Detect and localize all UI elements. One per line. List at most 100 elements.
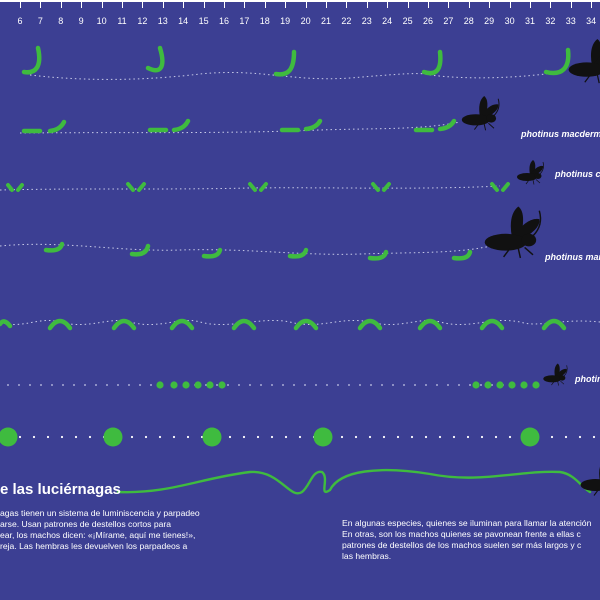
flash-mark	[111, 318, 137, 331]
ruler-tick	[183, 2, 185, 8]
flash-dot	[496, 381, 504, 389]
trail-dot	[425, 384, 427, 386]
flash-mark	[479, 318, 505, 331]
paragraph-line: En algunas especies, quienes se iluminan…	[342, 518, 592, 528]
pattern-row-2	[19, 95, 500, 134]
flash-mark	[451, 249, 473, 261]
trail-dot	[447, 384, 449, 386]
ruler-tick-label: 6	[17, 16, 23, 26]
flash-dot	[520, 381, 528, 389]
flash-mark	[413, 118, 457, 133]
trail-dot	[550, 435, 554, 439]
trail-dot	[216, 384, 218, 386]
flash-mark	[248, 182, 268, 192]
flash-mark	[21, 119, 67, 134]
flash-dot	[182, 381, 190, 389]
trail-dot	[315, 384, 317, 386]
trail-dot	[298, 435, 302, 439]
firefly-icon	[483, 205, 542, 259]
flash-mark	[541, 318, 567, 331]
trail-dot	[480, 384, 482, 386]
trail-dot	[326, 384, 328, 386]
ruler-tick	[366, 2, 368, 8]
trail-dot	[564, 435, 568, 439]
ruler-tick-label: 32	[545, 16, 556, 26]
ruler-tick-label: 17	[239, 16, 250, 26]
ruler-tick	[448, 2, 450, 8]
ruler-tick	[326, 2, 327, 8]
ruler-tick-label: 16	[218, 16, 230, 26]
ruler-tick-label: 29	[484, 16, 495, 26]
trail-dot	[370, 384, 372, 386]
ruler-tick	[428, 2, 429, 8]
trail-dot	[18, 435, 22, 439]
firefly-icon	[567, 38, 600, 84]
flash-mark	[43, 241, 65, 253]
flash-dot	[508, 381, 516, 389]
trail-dot	[40, 384, 42, 386]
ruler-tick	[407, 2, 409, 8]
flash-mark	[371, 182, 391, 192]
trail-dot	[158, 435, 162, 439]
trail-dot	[228, 435, 232, 439]
trail-dot	[51, 384, 53, 386]
paragraph-left: agas tienen un sistema de luminiscencia …	[0, 508, 200, 552]
ruler-tick-label: 34	[586, 16, 597, 26]
trail-dot	[270, 435, 274, 439]
paragraph-line: patrones de destellos de los machos suel…	[342, 540, 582, 550]
trail-dot	[46, 435, 50, 439]
trail-dot	[348, 384, 350, 386]
ruler-tick	[489, 2, 491, 8]
trail-dot	[592, 435, 596, 439]
flash-dot	[218, 381, 226, 389]
trail-dot	[438, 435, 442, 439]
trail-dot	[128, 384, 130, 386]
ruler-tick	[530, 2, 531, 8]
ruler-tick-label: 25	[402, 16, 413, 26]
pattern-row-6	[7, 381, 540, 389]
paragraph-line: arse. Usan patrones de destellos cortos …	[0, 519, 172, 529]
ruler-tick-label: 27	[443, 16, 454, 26]
flash-dot-large	[520, 427, 540, 447]
paragraph-line: reja. Las hembras les devuelven los parp…	[0, 541, 188, 551]
ruler-tick	[509, 2, 511, 8]
trail-dot	[392, 384, 394, 386]
paragraph-line: ear, los machos dicen: «¡Mírame, aquí me…	[0, 530, 196, 540]
ruler-tick-label: 13	[157, 16, 168, 26]
ruler-tick	[40, 2, 42, 8]
ruler-tick-label: 19	[280, 16, 291, 26]
flash-dot	[206, 381, 214, 389]
flash-mark	[417, 318, 443, 331]
trail-dot	[256, 435, 260, 439]
trail-dot	[396, 435, 400, 439]
trail-dot	[73, 384, 75, 386]
flash-dot-large	[202, 427, 222, 447]
trail-dot	[424, 435, 428, 439]
ruler-tick	[387, 2, 389, 8]
ruler-tick	[101, 2, 103, 8]
flight-trail-wave	[116, 469, 592, 495]
ruler-tick-label: 22	[341, 16, 352, 26]
flight-trail	[19, 121, 461, 134]
ruler-tick	[244, 2, 246, 8]
trail-dot	[88, 435, 92, 439]
paragraph-line: las hembras.	[342, 551, 392, 561]
ruler-tick	[591, 2, 593, 8]
ruler-tick	[60, 2, 62, 8]
trail-dot	[403, 384, 405, 386]
trail-dot	[436, 384, 438, 386]
flash-mark	[490, 182, 510, 192]
ruler-tick-label: 24	[382, 16, 393, 26]
trail-dot	[150, 384, 152, 386]
trail-dot	[494, 435, 498, 439]
trail-dot	[29, 384, 31, 386]
trail-dot	[293, 384, 295, 386]
species-label: photinus macdermotti	[521, 129, 600, 139]
trail-dot	[62, 384, 64, 386]
flash-mark	[273, 49, 297, 77]
trail-dot	[452, 435, 456, 439]
flash-mark	[231, 318, 257, 331]
ruler-tick-label: 12	[137, 16, 148, 26]
flight-trail	[29, 71, 561, 80]
